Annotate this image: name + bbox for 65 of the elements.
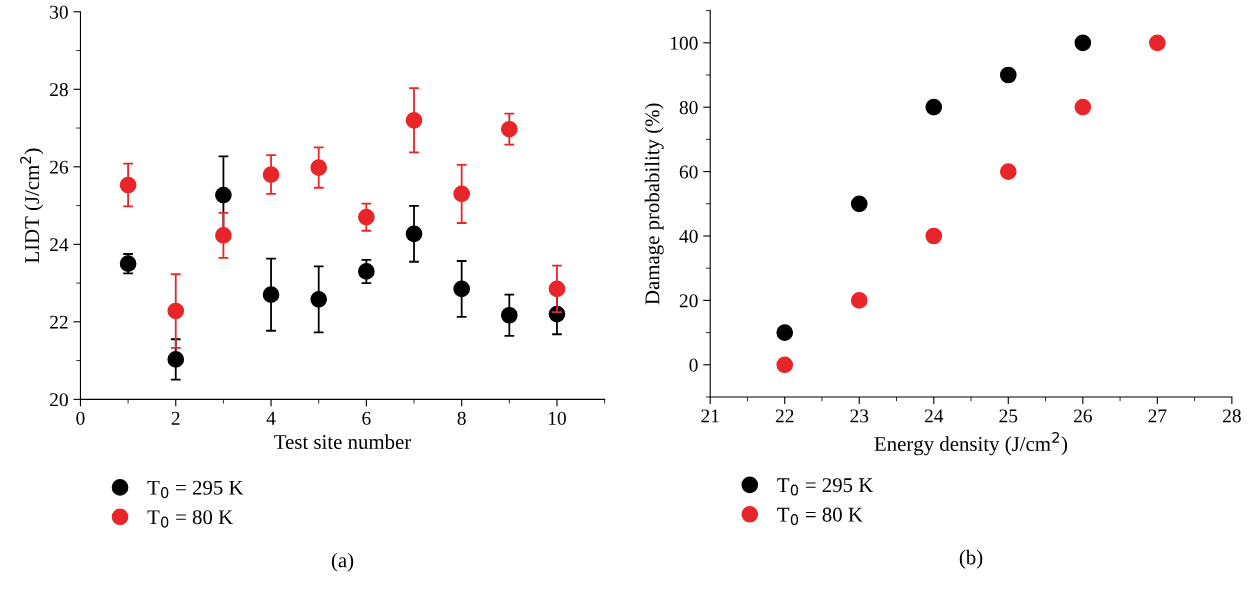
x-axis-title: Test site number xyxy=(274,434,412,449)
point xyxy=(358,263,375,280)
point xyxy=(310,159,328,176)
legend-label: T$_{0}$ = 80 K xyxy=(777,507,863,526)
y-axis-title: LIDT (J/cm$^{2}$) xyxy=(20,148,44,263)
point xyxy=(776,356,794,374)
y-tick-label: 80 xyxy=(679,101,698,115)
point xyxy=(776,324,794,341)
point xyxy=(548,280,566,298)
point xyxy=(453,185,470,203)
y-tick-label: 28 xyxy=(50,83,68,97)
y-axis-title: Damage probability (%) xyxy=(644,103,664,305)
point xyxy=(1074,34,1092,52)
x-tick-label: 21 xyxy=(701,409,719,423)
point xyxy=(850,195,868,213)
y-tick-label: 20 xyxy=(50,393,68,407)
x-tick-label: 23 xyxy=(850,409,869,423)
y-tick-label: 40 xyxy=(679,229,698,243)
point xyxy=(500,306,518,324)
point xyxy=(850,292,868,309)
y-tick-label: 100 xyxy=(670,36,698,50)
legend-label: T$_{0}$ = 80 K xyxy=(147,510,233,528)
text: (a) xyxy=(331,552,354,572)
x-tick-label: 25 xyxy=(999,409,1018,423)
point xyxy=(119,176,137,194)
x-tick-label: 22 xyxy=(775,409,794,423)
x-tick-label: 28 xyxy=(1222,409,1241,423)
legend-label: T$_{0}$ = 295 K xyxy=(147,480,244,499)
x-tick-label: 8 xyxy=(457,411,466,425)
legend-label: T$_{0}$ = 295 K xyxy=(777,478,874,496)
x-tick-label: 24 xyxy=(924,409,944,423)
point xyxy=(999,163,1017,180)
point xyxy=(925,227,943,245)
point xyxy=(405,225,423,243)
point xyxy=(405,111,423,129)
x-axis-title: Energy density (J/cm$^{2}$) xyxy=(874,431,1068,456)
y-tick-label: 0 xyxy=(689,358,698,372)
point xyxy=(262,286,280,304)
y-tick-label: 24 xyxy=(50,238,69,252)
y-tick-label: 20 xyxy=(679,294,698,308)
point xyxy=(167,351,185,368)
y-tick-label: 30 xyxy=(50,5,68,19)
point xyxy=(215,227,232,244)
x-tick-label: 26 xyxy=(1073,409,1092,423)
x-tick-label: 0 xyxy=(76,411,85,425)
x-tick-label: 27 xyxy=(1148,409,1167,423)
x-tick-label: 6 xyxy=(362,411,371,425)
text: (b) xyxy=(959,549,983,569)
x-tick-label: 10 xyxy=(548,411,566,425)
point xyxy=(215,186,232,204)
point xyxy=(1149,34,1166,52)
y-tick-label: 26 xyxy=(50,160,69,174)
point xyxy=(453,280,470,298)
x-tick-label: 4 xyxy=(266,411,276,425)
point xyxy=(310,291,328,308)
point xyxy=(999,66,1017,84)
y-tick-label: 22 xyxy=(50,315,68,329)
point xyxy=(358,208,375,226)
point xyxy=(167,302,185,320)
point xyxy=(1074,98,1092,116)
point xyxy=(925,98,943,116)
point xyxy=(500,120,518,138)
x-tick-label: 2 xyxy=(171,411,180,425)
y-tick-label: 60 xyxy=(679,165,698,179)
point xyxy=(262,166,280,183)
